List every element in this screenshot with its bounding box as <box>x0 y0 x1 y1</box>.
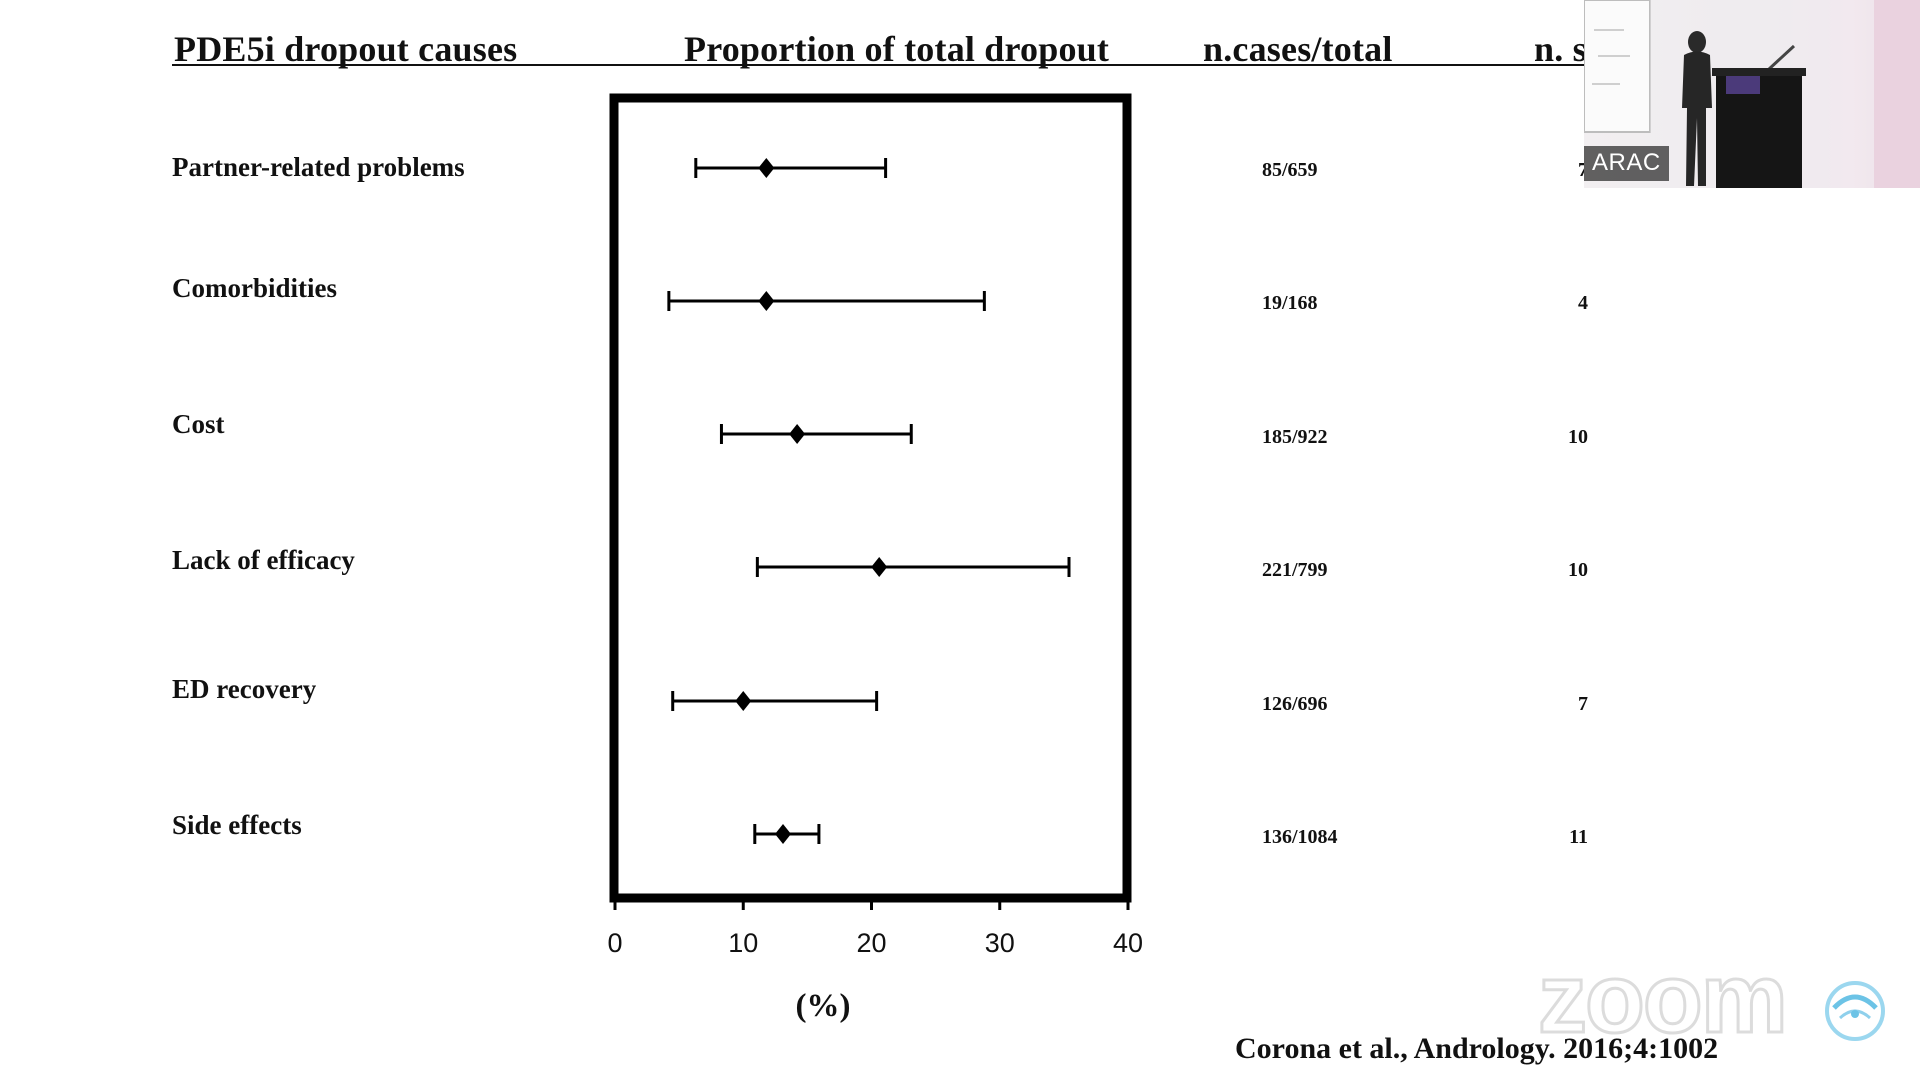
screen-content <box>1592 29 1630 85</box>
header-n-studies: n. s <box>1534 29 1587 69</box>
row-label-comorbidities: Comorbidities <box>172 273 337 303</box>
projection-screen <box>1584 0 1651 133</box>
row-n-studies: 10 <box>1568 426 1588 448</box>
speaker-silhouette <box>1682 31 1712 186</box>
header-dropout-causes: PDE5i dropout causes <box>174 29 518 69</box>
row-label-partner: Partner-related problems <box>172 152 465 182</box>
row-n-studies: 7 <box>1578 159 1588 181</box>
row-cases: 85/659 <box>1262 159 1318 181</box>
row-cases: 136/1084 <box>1262 826 1338 848</box>
microphone <box>1766 44 1796 72</box>
participant-name-label: ARAC <box>1584 146 1669 181</box>
x-tick-label: 30 <box>985 928 1015 958</box>
video-feed-illustration <box>1584 0 1920 188</box>
row-label-efficacy: Lack of efficacy <box>172 545 355 575</box>
row-label-side-effects: Side effects <box>172 810 302 840</box>
point-estimate-marker <box>758 291 775 311</box>
point-estimate-marker <box>871 557 888 577</box>
row-n-studies: 4 <box>1578 292 1588 314</box>
header-underline <box>172 64 1588 66</box>
row-cases: 19/168 <box>1262 292 1318 314</box>
row-cases: 126/696 <box>1262 693 1328 715</box>
x-tick-label: 10 <box>728 928 758 958</box>
row-n-studies: 11 <box>1569 826 1588 848</box>
x-tick-label: 20 <box>856 928 886 958</box>
point-estimate-marker <box>789 424 806 444</box>
point-estimate-marker <box>775 824 792 844</box>
zoom-watermark-logo: zoom <box>1537 942 1790 1055</box>
row-n-studies: 7 <box>1578 693 1588 715</box>
row-cases: 185/922 <box>1262 426 1328 448</box>
plot-frame <box>609 93 1132 903</box>
citation: Corona et al., Andrology. 2016;4:1002 <box>1235 1032 1719 1065</box>
x-tick-label: 40 <box>1113 928 1143 958</box>
x-tick-label: 0 <box>607 928 622 958</box>
organization-logo-icon <box>1825 981 1885 1041</box>
point-estimate-marker <box>758 158 775 178</box>
point-estimate-marker <box>735 691 752 711</box>
row-label-ed-recovery: ED recovery <box>172 674 317 704</box>
participant-video-tile[interactable]: ARAC <box>1584 0 1920 188</box>
row-label-cost: Cost <box>172 409 225 439</box>
row-n-studies: 10 <box>1568 559 1588 581</box>
row-cases: 221/799 <box>1262 559 1328 581</box>
accent-wall <box>1874 0 1920 188</box>
x-axis-label: (%) <box>795 988 851 1024</box>
podium <box>1712 68 1806 188</box>
header-proportion: Proportion of total dropout <box>684 29 1110 69</box>
header-cases-total: n.cases/total <box>1203 29 1393 69</box>
